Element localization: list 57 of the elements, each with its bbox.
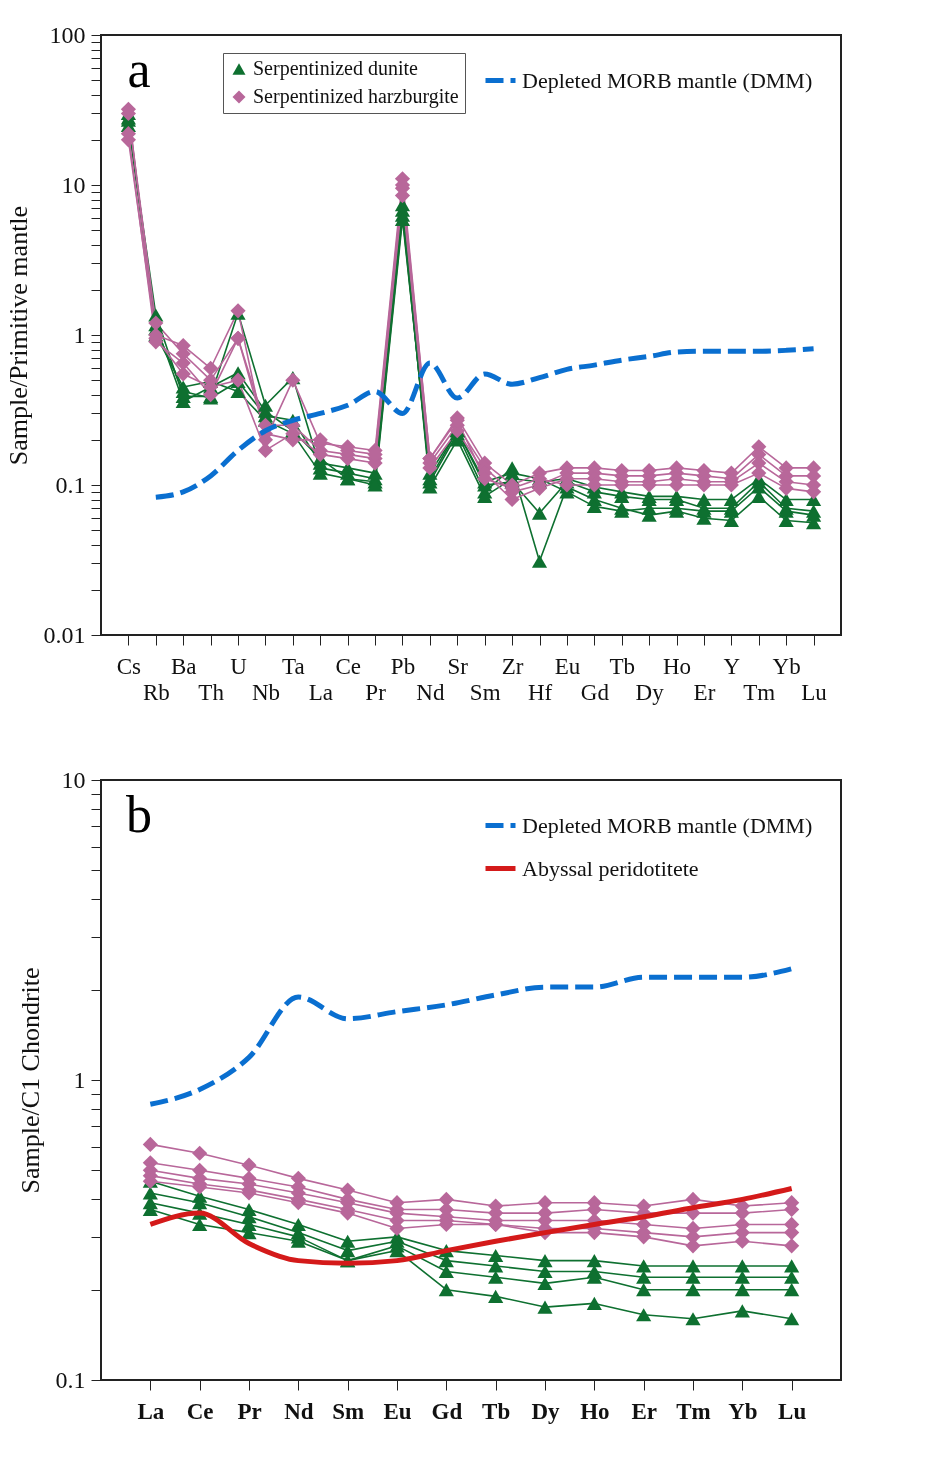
x-tick-label: Lu [801,679,828,705]
x-tick-label: Nd [416,679,445,705]
x-tick-label: Nd [284,1398,314,1424]
x-tick-label: Lu [778,1398,807,1424]
legend-label: Serpentinized harzburgite [253,85,459,108]
x-tick-label: Hf [527,679,553,705]
y-axis-title: Sample/Primitive mantle [3,205,33,466]
x-tick-label: Ta [282,653,305,679]
y-tick-label: 10 [61,766,86,793]
x-tick-label: Yb [728,1398,758,1424]
y-tick-label: 0.1 [55,471,86,498]
legend-label: Depleted MORB mantle (DMM) [522,67,813,93]
annotation: a [127,41,151,98]
x-tick-label: Ba [170,653,197,679]
x-tick-label: Pb [390,653,416,679]
x-tick-label: Gd [431,1398,463,1424]
x-tick-label: Nb [251,679,281,705]
x-tick-label: Eu [554,653,581,679]
y-tick-label: 1 [73,1066,86,1093]
y-tick-label: 0.1 [55,1366,86,1393]
x-tick-label: Eu [383,1398,412,1424]
x-tick-label: Er [631,1398,657,1424]
x-tick-label: Sm [469,679,501,705]
x-tick-label: La [137,1398,165,1424]
x-tick-label: La [308,679,333,705]
x-tick-label: Sm [332,1398,365,1424]
legend-label: Abyssal peridotitete [522,855,699,881]
x-tick-label: Tm [676,1398,711,1424]
y-axis-title: Sample/C1 Chondrite [15,967,45,1194]
x-tick-label: Tm [743,679,776,705]
x-tick-label: Yb [772,653,801,679]
x-tick-label: Ce [186,1398,214,1424]
x-tick-label: U [230,653,248,679]
annotation: b [126,786,152,843]
x-tick-label: Ho [580,1398,610,1424]
y-tick-label: 100 [49,21,86,48]
x-tick-label: Pr [365,679,387,705]
x-tick-label: Zr [501,653,524,679]
x-tick-label: Tb [482,1398,511,1424]
x-tick-label: Tb [609,653,636,679]
y-tick-label: 10 [61,171,86,198]
x-tick-label: Dy [635,679,665,705]
x-tick-label: Er [693,679,716,705]
x-tick-label: Y [723,653,741,679]
x-tick-label: Th [198,679,225,705]
y-tick-label: 0.01 [43,621,86,648]
x-tick-label: Dy [531,1398,561,1424]
y-tick-label: 1 [73,321,86,348]
x-tick-label: Gd [580,679,610,705]
x-tick-label: Sr [447,653,469,679]
x-tick-label: Ho [662,653,692,679]
x-tick-label: Rb [142,679,170,705]
legend-label: Depleted MORB mantle (DMM) [522,812,813,838]
x-tick-label: Pr [237,1398,262,1424]
x-tick-label: Cs [116,653,142,679]
x-tick-label: Ce [335,653,361,679]
legend-label: Serpentinized dunite [253,57,419,80]
